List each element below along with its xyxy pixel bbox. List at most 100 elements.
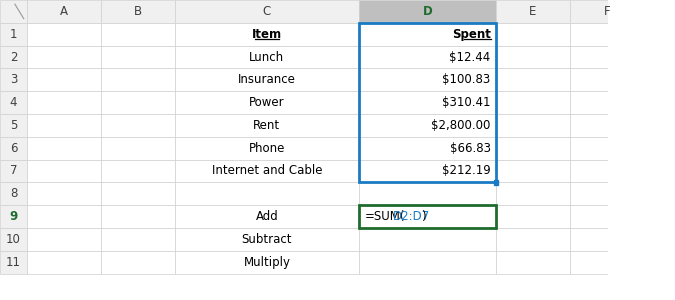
Bar bbox=[175, 23, 359, 46]
Bar bbox=[27, 46, 101, 68]
Bar bbox=[27, 68, 101, 91]
Bar bbox=[175, 205, 359, 228]
Bar bbox=[175, 137, 359, 160]
Bar bbox=[359, 137, 496, 160]
Text: Rent: Rent bbox=[253, 119, 281, 132]
Bar bbox=[644, 182, 675, 205]
Bar bbox=[359, 23, 496, 46]
Bar bbox=[644, 160, 675, 182]
Text: 4: 4 bbox=[9, 96, 18, 109]
Text: 3: 3 bbox=[10, 73, 17, 86]
Bar bbox=[570, 68, 644, 91]
Bar bbox=[0, 46, 27, 68]
Bar bbox=[175, 182, 359, 205]
Bar bbox=[359, 114, 496, 137]
Bar bbox=[175, 228, 359, 251]
Bar bbox=[496, 68, 570, 91]
Bar bbox=[644, 251, 675, 274]
Bar bbox=[0, 251, 27, 274]
Bar bbox=[175, 160, 359, 182]
Text: Item: Item bbox=[252, 28, 282, 41]
Text: $100.83: $100.83 bbox=[442, 73, 491, 86]
Bar bbox=[496, 23, 570, 46]
Bar bbox=[175, 114, 359, 137]
Bar bbox=[570, 114, 644, 137]
Bar bbox=[27, 205, 101, 228]
Bar bbox=[644, 228, 675, 251]
Text: B: B bbox=[134, 5, 142, 18]
Bar bbox=[570, 251, 644, 274]
Text: 5: 5 bbox=[10, 119, 17, 132]
Bar bbox=[359, 0, 496, 23]
Bar bbox=[644, 23, 675, 46]
Text: $12.44: $12.44 bbox=[450, 50, 491, 64]
Bar bbox=[496, 251, 570, 274]
Text: Add: Add bbox=[256, 210, 278, 223]
Bar bbox=[359, 228, 496, 251]
Bar bbox=[27, 137, 101, 160]
Text: Phone: Phone bbox=[248, 142, 285, 155]
Text: ): ) bbox=[421, 210, 426, 223]
Text: Insurance: Insurance bbox=[238, 73, 296, 86]
Text: $66.83: $66.83 bbox=[450, 142, 491, 155]
Bar bbox=[570, 137, 644, 160]
Bar bbox=[496, 182, 570, 205]
Text: 1: 1 bbox=[9, 28, 18, 41]
Bar bbox=[101, 0, 175, 23]
Bar bbox=[101, 46, 175, 68]
Bar bbox=[644, 0, 675, 23]
Bar bbox=[359, 205, 496, 228]
Text: E: E bbox=[529, 5, 537, 18]
Bar bbox=[570, 46, 644, 68]
Bar bbox=[101, 68, 175, 91]
Text: F: F bbox=[603, 5, 610, 18]
Text: $310.41: $310.41 bbox=[442, 96, 491, 109]
Bar bbox=[175, 251, 359, 274]
Bar bbox=[0, 182, 27, 205]
Text: 8: 8 bbox=[10, 187, 17, 200]
Bar bbox=[101, 114, 175, 137]
Bar bbox=[101, 23, 175, 46]
Bar bbox=[101, 251, 175, 274]
Bar bbox=[101, 160, 175, 182]
Bar bbox=[0, 137, 27, 160]
Bar bbox=[496, 46, 570, 68]
Bar bbox=[27, 182, 101, 205]
Bar bbox=[27, 23, 101, 46]
Bar bbox=[359, 251, 496, 274]
Bar bbox=[496, 137, 570, 160]
Bar bbox=[644, 114, 675, 137]
Text: $2,800.00: $2,800.00 bbox=[431, 119, 491, 132]
Bar bbox=[0, 205, 27, 228]
Bar bbox=[570, 228, 644, 251]
Bar bbox=[570, 182, 644, 205]
Bar bbox=[175, 0, 359, 23]
Text: 2: 2 bbox=[9, 50, 18, 64]
Bar bbox=[0, 68, 27, 91]
Bar bbox=[175, 68, 359, 91]
Bar bbox=[644, 68, 675, 91]
Text: Lunch: Lunch bbox=[249, 50, 284, 64]
Text: A: A bbox=[60, 5, 68, 18]
Text: Power: Power bbox=[249, 96, 285, 109]
Text: 10: 10 bbox=[6, 233, 21, 246]
Bar bbox=[644, 205, 675, 228]
Bar bbox=[0, 160, 27, 182]
Text: 11: 11 bbox=[6, 256, 21, 269]
Bar bbox=[27, 91, 101, 114]
Bar bbox=[496, 114, 570, 137]
Bar bbox=[27, 251, 101, 274]
Bar bbox=[359, 160, 496, 182]
Text: 6: 6 bbox=[9, 142, 18, 155]
Bar bbox=[570, 205, 644, 228]
Bar bbox=[496, 228, 570, 251]
Bar bbox=[101, 182, 175, 205]
Bar bbox=[101, 137, 175, 160]
Bar bbox=[644, 46, 675, 68]
Bar bbox=[570, 23, 644, 46]
Bar bbox=[0, 91, 27, 114]
Text: =SUM(: =SUM( bbox=[364, 210, 405, 223]
Bar bbox=[570, 91, 644, 114]
Text: C: C bbox=[263, 5, 271, 18]
Bar bbox=[175, 46, 359, 68]
